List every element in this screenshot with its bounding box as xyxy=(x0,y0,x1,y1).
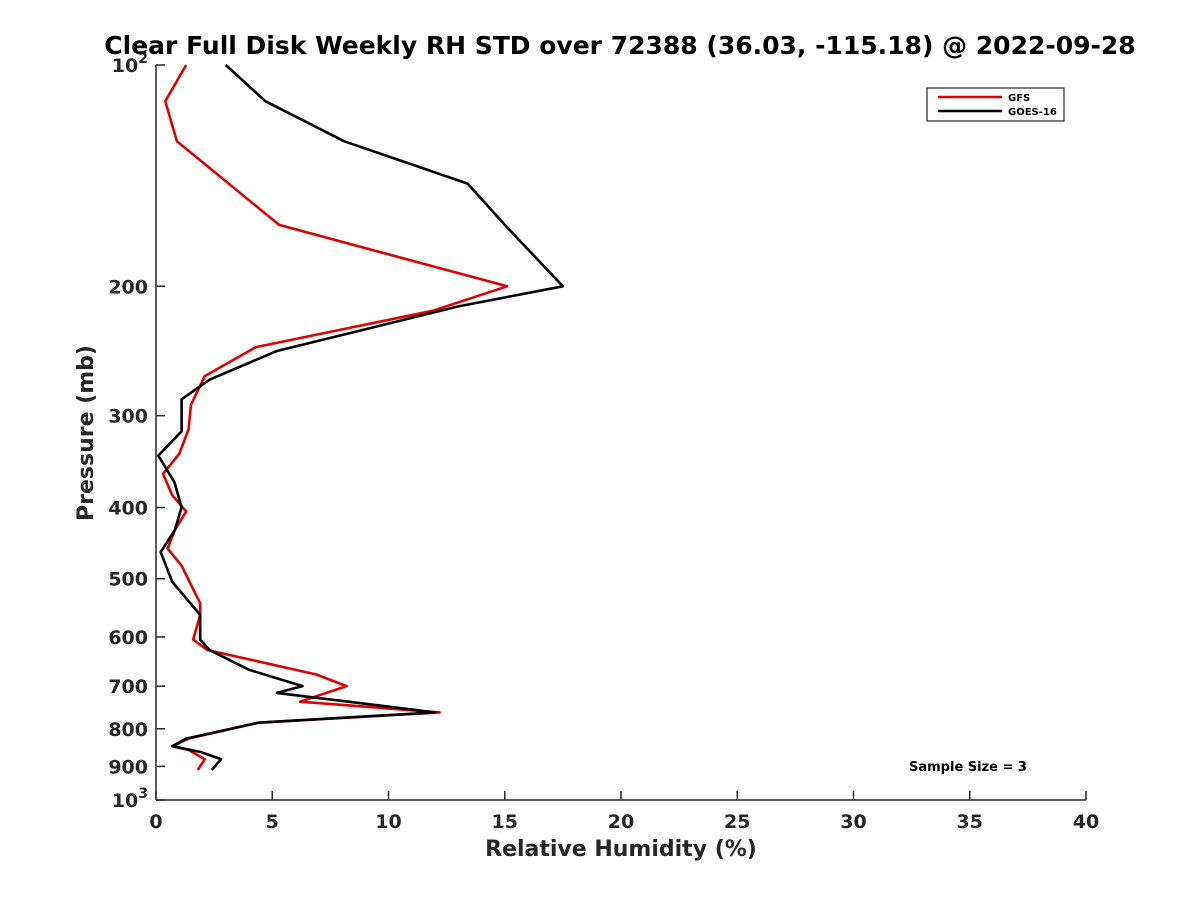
y-tick-label: 600 xyxy=(108,627,148,649)
y-tick-label: 700 xyxy=(108,676,148,698)
series-layer xyxy=(157,64,565,771)
y-tick-label-base: 700 xyxy=(108,676,148,698)
x-tick-label: 5 xyxy=(266,811,279,833)
y-tick-label-exponent: 3 xyxy=(138,786,148,802)
legend-label-goes16: GOES-16 xyxy=(1008,107,1057,118)
legend-label-gfs: GFS xyxy=(1008,93,1030,104)
y-tick-label: 800 xyxy=(108,719,148,741)
chart-title: Clear Full Disk Weekly RH STD over 72388… xyxy=(104,31,1135,60)
x-axis-label: Relative Humidity (%) xyxy=(485,837,757,862)
y-tick-label: 103 xyxy=(112,786,148,812)
y-axis-label: Pressure (mb) xyxy=(74,345,99,521)
y-tick-label-base: 10 xyxy=(112,55,138,77)
x-tick-label: 35 xyxy=(957,811,983,833)
y-tick-label: 900 xyxy=(108,756,148,778)
y-tick-label-base: 600 xyxy=(108,627,148,649)
series-line-goes16 xyxy=(157,64,565,771)
y-tick-label-base: 10 xyxy=(112,790,138,812)
x-tick-label: 25 xyxy=(724,811,750,833)
y-tick-label: 102 xyxy=(112,51,148,77)
sample-size-annotation: Sample Size = 3 xyxy=(909,760,1027,775)
legend-box xyxy=(926,87,1065,122)
x-axis-ticks: 0 5 10 15 20 25 30 35 40 xyxy=(149,791,1099,833)
x-tick-label: 30 xyxy=(840,811,866,833)
y-tick-label-base: 200 xyxy=(108,276,148,298)
y-tick-label-base: 900 xyxy=(108,756,148,778)
x-tick-label: 20 xyxy=(608,811,634,833)
y-tick-label: 500 xyxy=(108,569,148,591)
y-tick-label-base: 800 xyxy=(108,719,148,741)
plot-background xyxy=(156,65,1086,800)
y-tick-label-base: 300 xyxy=(108,406,148,428)
y-tick-label: 400 xyxy=(108,498,148,520)
y-tick-label-base: 500 xyxy=(108,569,148,591)
x-tick-label: 40 xyxy=(1073,811,1099,833)
plot-area: 0 5 10 15 20 25 30 35 40 10220030040050060070080… xyxy=(108,51,1099,833)
y-tick-label: 300 xyxy=(108,406,148,428)
x-tick-label: 0 xyxy=(149,811,162,833)
y-tick-label-base: 400 xyxy=(108,498,148,520)
legend: GFS GOES-16 xyxy=(926,87,1065,122)
y-tick-label-exponent: 2 xyxy=(138,51,148,67)
x-tick-label: 10 xyxy=(375,811,401,833)
x-tick-label: 15 xyxy=(492,811,518,833)
y-tick-label: 200 xyxy=(108,276,148,298)
